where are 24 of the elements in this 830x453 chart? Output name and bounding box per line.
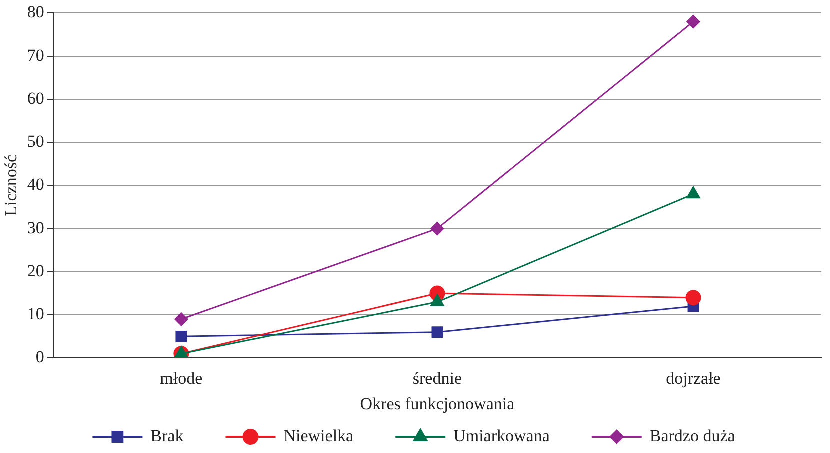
x-tick-label: dojrzałe [666,368,721,388]
y-tick-label: 70 [27,46,44,65]
point [174,312,188,326]
y-tick-label: 20 [27,261,44,280]
point [686,15,700,29]
x-axis-title: Okres funkcjonowania [360,394,516,414]
legend-label: Bardzo duża [650,426,736,446]
y-tick-label: 80 [27,2,44,22]
y-tick-label: 10 [27,304,44,324]
y-tick-label: 30 [27,218,44,238]
point [686,290,702,306]
y-tick-label: 0 [36,348,44,367]
y-tick-label: 40 [27,175,44,194]
y-tick-label: 60 [27,88,44,108]
legend-label: Niewielka [284,426,354,446]
point [430,222,444,236]
y-axis-title: Liczność [2,154,21,216]
point [432,326,444,338]
legend-label: Brak [150,426,184,446]
point [176,330,188,342]
legend-label: Umiarkowana [454,426,550,446]
x-tick-label: średnie [412,368,462,388]
y-tick-label: 50 [27,132,44,152]
x-tick-label: młode [160,368,203,388]
